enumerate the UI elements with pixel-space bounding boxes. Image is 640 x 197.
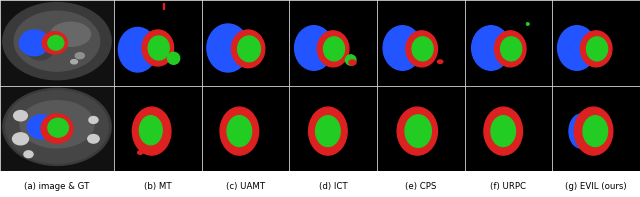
Ellipse shape — [142, 30, 173, 66]
Ellipse shape — [316, 116, 340, 147]
Ellipse shape — [557, 26, 596, 70]
Ellipse shape — [383, 26, 422, 70]
Text: (b) MT: (b) MT — [144, 182, 172, 191]
Ellipse shape — [586, 37, 607, 61]
Ellipse shape — [207, 24, 249, 72]
Text: (f) URPC: (f) URPC — [490, 182, 527, 191]
Ellipse shape — [88, 135, 99, 143]
Ellipse shape — [294, 26, 333, 70]
Ellipse shape — [28, 115, 54, 139]
Ellipse shape — [48, 118, 68, 137]
Ellipse shape — [148, 36, 169, 60]
Ellipse shape — [13, 111, 28, 121]
Text: (g) EVIL (ours): (g) EVIL (ours) — [565, 182, 627, 191]
Ellipse shape — [349, 60, 356, 65]
Ellipse shape — [24, 151, 33, 158]
Ellipse shape — [316, 121, 324, 141]
Ellipse shape — [317, 31, 349, 67]
Ellipse shape — [227, 116, 252, 147]
Ellipse shape — [405, 115, 431, 147]
Ellipse shape — [484, 107, 522, 155]
Ellipse shape — [138, 151, 143, 154]
Ellipse shape — [48, 36, 64, 50]
Text: (a) image & GT: (a) image & GT — [24, 182, 90, 191]
Ellipse shape — [118, 27, 157, 72]
Ellipse shape — [41, 114, 73, 143]
Ellipse shape — [527, 23, 529, 25]
Ellipse shape — [580, 31, 612, 67]
Ellipse shape — [397, 107, 438, 155]
Ellipse shape — [76, 53, 84, 59]
Ellipse shape — [42, 32, 67, 54]
Ellipse shape — [3, 3, 111, 80]
Text: (c) UAMT: (c) UAMT — [226, 182, 265, 191]
Ellipse shape — [569, 114, 593, 148]
Ellipse shape — [472, 26, 510, 70]
Ellipse shape — [51, 22, 91, 46]
Ellipse shape — [346, 55, 356, 65]
Text: (e) CPS: (e) CPS — [405, 182, 436, 191]
Ellipse shape — [13, 133, 29, 145]
Ellipse shape — [132, 107, 171, 155]
Text: (d) ICT: (d) ICT — [319, 182, 348, 191]
Ellipse shape — [412, 37, 433, 61]
Ellipse shape — [70, 59, 77, 64]
Ellipse shape — [398, 117, 415, 146]
Ellipse shape — [26, 34, 54, 60]
Bar — [163, 3, 164, 9]
Ellipse shape — [491, 116, 515, 147]
Ellipse shape — [20, 101, 94, 148]
Ellipse shape — [574, 107, 613, 155]
Ellipse shape — [3, 88, 111, 165]
Ellipse shape — [14, 11, 100, 71]
Ellipse shape — [6, 90, 108, 163]
Ellipse shape — [438, 60, 443, 63]
Ellipse shape — [406, 31, 438, 67]
Ellipse shape — [323, 37, 344, 61]
Ellipse shape — [19, 30, 49, 56]
Ellipse shape — [220, 107, 259, 155]
Ellipse shape — [237, 36, 260, 62]
Ellipse shape — [232, 30, 265, 68]
Ellipse shape — [500, 37, 522, 61]
Ellipse shape — [168, 52, 180, 64]
Ellipse shape — [89, 117, 98, 123]
Ellipse shape — [140, 116, 162, 145]
Ellipse shape — [495, 31, 526, 67]
Ellipse shape — [308, 107, 347, 155]
Ellipse shape — [583, 116, 607, 147]
